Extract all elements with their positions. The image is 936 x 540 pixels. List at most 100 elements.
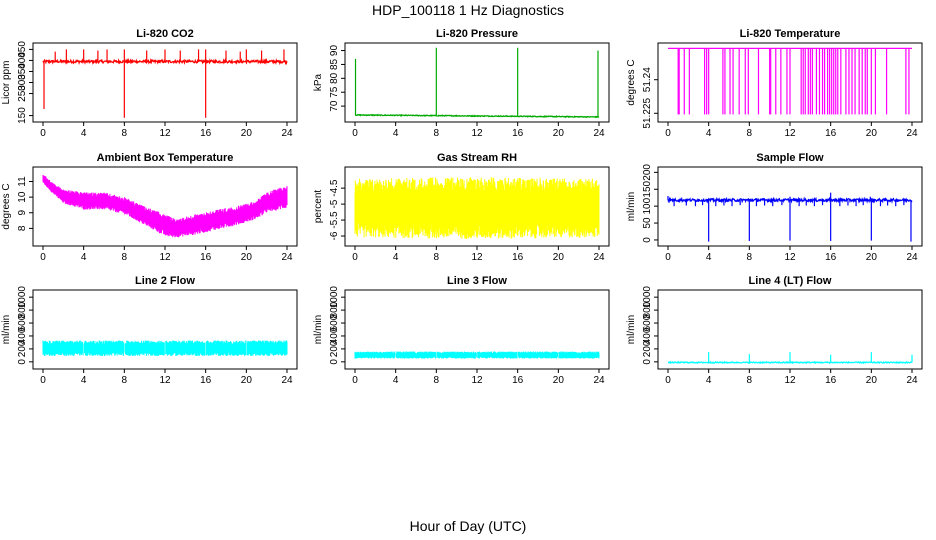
- series-0: [42, 49, 288, 118]
- x-tick-label: 24: [906, 128, 918, 139]
- y-tick-label: 200: [329, 340, 340, 357]
- y-tick-label: 0: [642, 237, 653, 243]
- y-tick-label: 150: [17, 107, 28, 124]
- x-tick-label: 4: [81, 252, 87, 263]
- x-tick-label: 8: [434, 252, 440, 263]
- series-band: [354, 351, 600, 359]
- x-tick-label: 16: [512, 375, 524, 386]
- y-tick-label: -6: [329, 231, 340, 240]
- y-tick-label: 70: [329, 100, 340, 112]
- y-tick-label: 11: [17, 176, 28, 187]
- panel-ylabel: degrees C: [626, 59, 637, 105]
- y-tick-label: 51.24: [642, 67, 653, 92]
- y-tick-label: 450: [17, 41, 28, 58]
- x-tick-label: 4: [81, 375, 87, 386]
- x-tick-label: 4: [393, 128, 399, 139]
- x-tick-label: 8: [122, 375, 128, 386]
- panel-ylabel: degrees C: [1, 183, 12, 229]
- x-tick-label: 16: [825, 375, 837, 386]
- x-tick-label: 0: [665, 252, 671, 263]
- x-tick-label: 16: [825, 252, 837, 263]
- panel-4: Gas Stream RH percent 0 4 8 12 16 20 24 -6 -5.5 -5 -…: [313, 152, 610, 263]
- x-tick-label: 8: [434, 375, 440, 386]
- y-tick-label: 80: [329, 72, 340, 84]
- x-tick-label: 16: [200, 128, 212, 139]
- y-tick-label: 800: [642, 301, 653, 318]
- x-tick-label: 20: [241, 252, 253, 263]
- x-tick-label: 4: [393, 375, 399, 386]
- series-band: [42, 340, 288, 356]
- y-tick-label: 1000: [17, 286, 28, 309]
- x-tick-label: 20: [241, 375, 253, 386]
- y-tick-label: 90: [329, 45, 340, 57]
- panel-title: Li-820 Temperature: [740, 28, 841, 40]
- y-tick-label: 8: [17, 225, 28, 231]
- x-tick-label: 8: [747, 375, 753, 386]
- x-tick-label: 4: [706, 128, 712, 139]
- y-tick-label: 600: [642, 314, 653, 331]
- x-tick-label: 12: [159, 128, 171, 139]
- figure-title: HDP_100118 1 Hz Diagnostics: [372, 2, 564, 18]
- panel-title: Ambient Box Temperature: [97, 152, 234, 164]
- series-6: [42, 340, 288, 356]
- panel-0: Li-820 CO2 Licor ppm 0 4 8 12 16 20 24 150 2503003…: [1, 28, 298, 139]
- series-1: [354, 47, 600, 119]
- x-tick-label: 20: [866, 128, 878, 139]
- y-tick-label: 400: [642, 327, 653, 344]
- y-tick-label: 800: [329, 301, 340, 318]
- y-tick-label: 200: [17, 340, 28, 357]
- panel-6: Line 2 Flow ml/min 0 4 8 12 16 20 24 0 20040060080…: [1, 275, 298, 386]
- y-tick-label: 0: [17, 359, 28, 365]
- y-tick-label: -5: [329, 199, 340, 208]
- series-3: [42, 175, 288, 238]
- x-tick-label: 20: [866, 375, 878, 386]
- x-tick-label: 16: [200, 375, 212, 386]
- panel-ylabel: ml/min: [626, 315, 637, 344]
- y-tick-label: 150: [642, 180, 653, 197]
- x-tick-label: 16: [512, 252, 524, 263]
- x-tick-label: 24: [593, 252, 605, 263]
- y-tick-label: 200: [642, 164, 653, 181]
- y-tick-label: 51.225: [642, 98, 653, 129]
- x-tick-label: 12: [471, 252, 483, 263]
- x-tick-label: 12: [159, 252, 171, 263]
- panel-ylabel: Licor ppm: [1, 61, 12, 105]
- series-4: [354, 177, 600, 239]
- y-tick-label: 10: [17, 191, 28, 203]
- y-tick-label: 600: [17, 314, 28, 331]
- x-tick-label: 0: [40, 252, 46, 263]
- x-tick-label: 12: [784, 128, 796, 139]
- panel-ylabel: ml/min: [1, 315, 12, 344]
- series-band: [354, 177, 600, 239]
- series-8: [668, 352, 913, 365]
- x-tick-label: 8: [122, 252, 128, 263]
- panel-ylabel: percent: [313, 190, 324, 224]
- x-tick-label: 0: [40, 375, 46, 386]
- x-tick-label: 4: [706, 375, 712, 386]
- series-2: [668, 47, 912, 115]
- x-tick-label: 24: [281, 375, 293, 386]
- x-tick-label: 0: [665, 375, 671, 386]
- panel-title: Line 3 Flow: [447, 275, 507, 287]
- panel-ylabel: ml/min: [313, 315, 324, 344]
- panel-2: Li-820 Temperature degrees C 0 4 8 12 16 20 24 51…: [626, 28, 923, 139]
- y-tick-label: 400: [329, 327, 340, 344]
- x-tick-label: 16: [825, 128, 837, 139]
- x-tick-label: 0: [665, 128, 671, 139]
- y-tick-label: 400: [17, 52, 28, 69]
- x-tick-label: 8: [747, 128, 753, 139]
- x-tick-label: 4: [706, 252, 712, 263]
- panel-3: Ambient Box Temperature degrees C 0 4 8 12 16 2…: [1, 152, 298, 263]
- y-tick-label: 600: [329, 314, 340, 331]
- x-tick-label: 4: [393, 252, 399, 263]
- y-tick-label: 100: [642, 197, 653, 214]
- y-tick-label: 1000: [642, 286, 653, 309]
- x-tick-label: 16: [512, 128, 524, 139]
- y-tick-label: 300: [17, 74, 28, 91]
- x-tick-label: 8: [434, 128, 440, 139]
- x-tick-label: 24: [281, 128, 293, 139]
- series-5: [667, 192, 913, 242]
